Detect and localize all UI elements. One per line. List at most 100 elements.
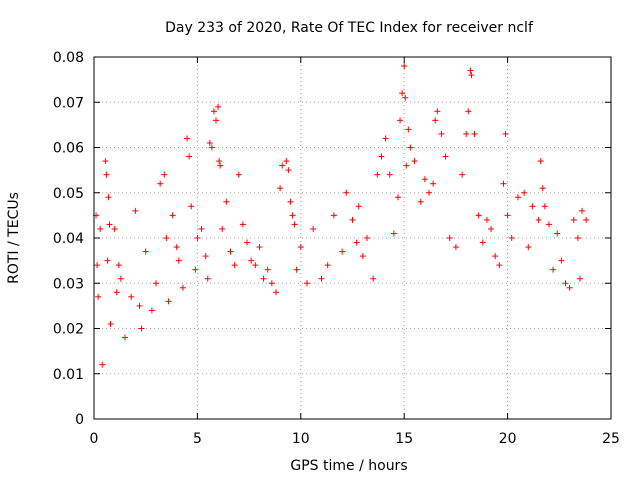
data-point: [204, 275, 211, 282]
data-point: [479, 239, 486, 246]
data-point: [562, 280, 569, 287]
data-point: [216, 158, 223, 165]
axis-ticks: [93, 56, 612, 420]
data-point: [291, 221, 298, 228]
data-point: [583, 216, 590, 223]
data-point: [353, 239, 360, 246]
data-point: [558, 257, 565, 264]
data-point: [128, 293, 135, 300]
x-tick-label: 20: [499, 431, 517, 447]
y-tick-label: 0.08: [53, 50, 84, 66]
data-point: [113, 289, 120, 296]
data-point: [432, 117, 439, 124]
data-point: [471, 130, 478, 137]
data-point: [514, 194, 521, 201]
data-point: [405, 126, 412, 133]
data-point: [310, 225, 317, 232]
data-point: [407, 144, 414, 151]
data-point: [99, 361, 106, 368]
data-point: [105, 194, 112, 201]
data-point: [239, 221, 246, 228]
data-point: [194, 235, 201, 241]
data-point: [403, 162, 410, 169]
data-point: [570, 216, 577, 223]
data-point: [148, 307, 155, 314]
data-point: [138, 325, 145, 332]
data-point: [500, 180, 507, 187]
data-point: [95, 293, 102, 300]
data-point: [169, 212, 176, 219]
data-point: [574, 235, 581, 241]
data-point: [175, 257, 182, 264]
data-point: [467, 67, 474, 74]
data-point: [188, 203, 195, 210]
x-tick-label: 15: [395, 431, 413, 447]
data-point: [390, 230, 397, 237]
data-point: [206, 139, 213, 146]
data-point: [173, 244, 180, 251]
data-point: [115, 262, 122, 269]
data-point: [235, 171, 242, 178]
x-tick-label: 10: [292, 431, 310, 447]
data-point: [537, 158, 544, 165]
data-point: [355, 203, 362, 210]
data-point: [117, 275, 124, 282]
data-point: [378, 153, 385, 160]
data-point: [163, 235, 170, 241]
data-point: [402, 94, 409, 101]
grid-lines: [94, 57, 611, 419]
data-point: [285, 167, 292, 174]
data-points: [93, 63, 590, 368]
data-point: [411, 158, 418, 165]
data-point: [359, 253, 366, 260]
data-point: [287, 198, 294, 205]
data-point: [122, 334, 129, 341]
data-point: [318, 275, 325, 282]
data-point: [304, 280, 311, 287]
data-point: [161, 171, 168, 178]
data-point: [107, 320, 114, 327]
data-point: [157, 180, 164, 187]
y-tick-label: 0: [75, 412, 84, 428]
data-point: [94, 262, 101, 269]
data-point: [132, 207, 139, 214]
data-point: [111, 225, 118, 232]
data-point: [521, 189, 528, 196]
data-point: [264, 266, 271, 273]
y-tick-label: 0.05: [53, 186, 84, 202]
data-point: [223, 198, 230, 205]
y-tick-label: 0.07: [53, 95, 84, 111]
data-point: [401, 63, 408, 70]
y-tick-label: 0.04: [53, 231, 84, 247]
data-point: [104, 257, 111, 264]
data-point: [231, 262, 238, 269]
data-point: [386, 171, 393, 178]
data-point: [442, 153, 449, 160]
data-point: [248, 257, 255, 264]
data-point: [186, 153, 193, 160]
data-point: [219, 225, 226, 232]
data-point: [153, 280, 160, 287]
plot-frame: [93, 56, 612, 420]
data-point: [279, 162, 286, 169]
data-point: [283, 158, 290, 165]
x-tick-label: 0: [90, 431, 99, 447]
data-point: [363, 235, 370, 241]
data-point: [399, 90, 406, 97]
data-point: [483, 216, 490, 223]
data-point: [502, 130, 509, 137]
data-point: [103, 171, 110, 178]
y-tick-label: 0.03: [53, 276, 84, 292]
data-point: [579, 207, 586, 214]
data-point: [217, 162, 224, 169]
data-point: [97, 225, 104, 232]
data-point: [504, 212, 511, 219]
data-point: [459, 171, 466, 178]
data-point: [324, 262, 331, 269]
y-axis-title: ROTI / TECUs: [6, 192, 22, 284]
data-point: [446, 235, 453, 241]
y-tick-label: 0.01: [53, 367, 84, 383]
data-point: [297, 244, 304, 251]
data-point: [475, 212, 482, 219]
